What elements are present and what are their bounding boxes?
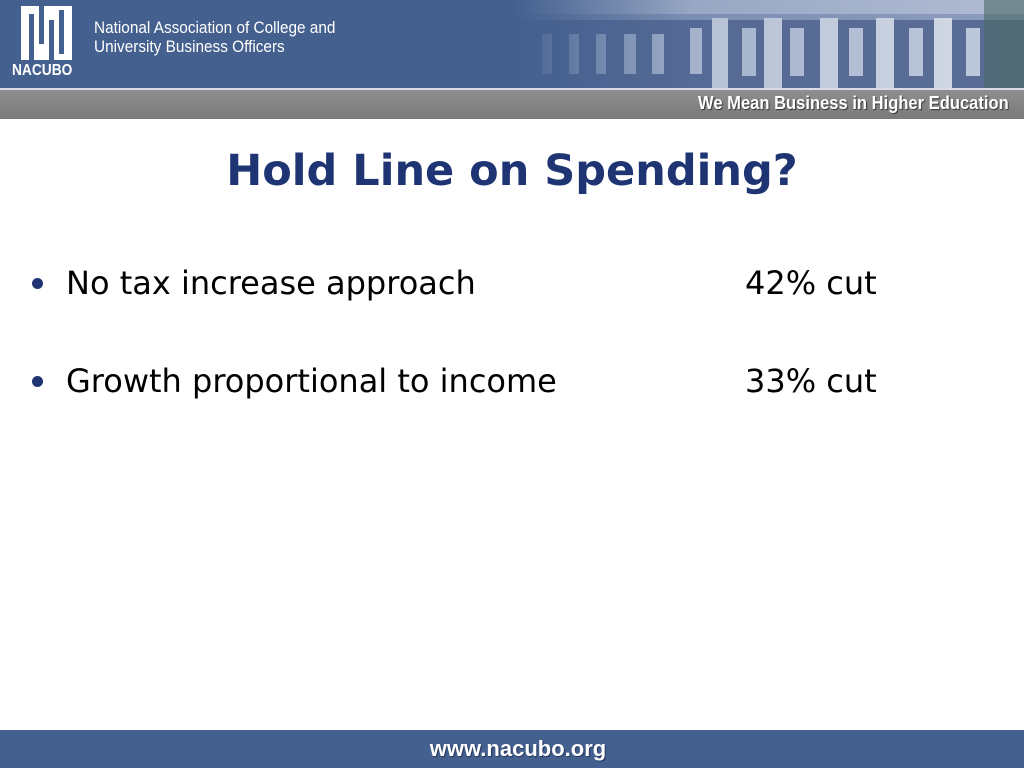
bullet-item-value: 33% cut xyxy=(745,362,877,400)
bullet-dot-icon xyxy=(32,278,43,289)
header-banner: NACUBO National Association of College a… xyxy=(0,0,1024,88)
logo-wordmark: NACUBO xyxy=(12,62,73,79)
tagline-bar: We Mean Business in Higher Education xyxy=(0,90,1024,119)
bullet-item: Growth proportional to income 33% cut xyxy=(0,360,1024,410)
nacubo-logo xyxy=(21,6,72,60)
header-divider xyxy=(0,88,1024,90)
bullet-item-text: Growth proportional to income xyxy=(66,362,557,400)
tagline-text: We Mean Business in Higher Education xyxy=(698,93,1009,113)
bullet-dot-icon xyxy=(32,376,43,387)
footer-bar: www.nacubo.org xyxy=(0,730,1024,768)
bullet-item-value: 42% cut xyxy=(745,264,877,302)
bullet-item-text: No tax increase approach xyxy=(66,264,476,302)
organization-name: National Association of College and Univ… xyxy=(94,19,345,57)
slide-title: Hold Line on Spending? xyxy=(226,146,798,196)
footer-website-url: www.nacubo.org xyxy=(429,736,607,761)
org-name-line-2: University Business Officers xyxy=(94,38,285,56)
org-name-line-1: National Association of College and xyxy=(94,19,336,37)
building-photo-image xyxy=(514,0,1024,88)
bullet-item: No tax increase approach 42% cut xyxy=(0,262,1024,312)
